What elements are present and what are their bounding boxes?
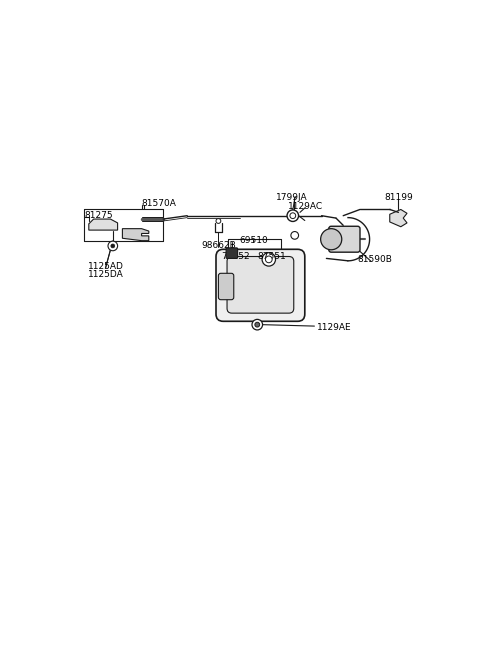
FancyBboxPatch shape	[227, 256, 294, 313]
Circle shape	[291, 231, 299, 239]
Circle shape	[290, 213, 296, 219]
Text: 69510: 69510	[239, 236, 268, 245]
Circle shape	[287, 210, 299, 221]
Text: 81199: 81199	[384, 193, 413, 202]
Text: 81590B: 81590B	[357, 256, 392, 264]
Circle shape	[111, 244, 115, 248]
Polygon shape	[122, 229, 149, 240]
Text: 1129AE: 1129AE	[317, 323, 351, 332]
Text: 1125AD: 1125AD	[88, 261, 123, 271]
Polygon shape	[390, 210, 407, 227]
Text: 1129AC: 1129AC	[288, 202, 323, 211]
Circle shape	[262, 253, 276, 266]
Circle shape	[321, 229, 342, 250]
FancyBboxPatch shape	[218, 273, 234, 300]
Circle shape	[255, 323, 260, 327]
Text: 79552: 79552	[221, 252, 250, 261]
Text: 1125DA: 1125DA	[88, 270, 123, 279]
Circle shape	[108, 241, 118, 251]
FancyBboxPatch shape	[216, 249, 305, 321]
Text: 98662B: 98662B	[201, 241, 236, 250]
Circle shape	[265, 256, 272, 263]
Text: 81275: 81275	[84, 211, 113, 220]
Circle shape	[252, 319, 263, 330]
FancyBboxPatch shape	[226, 248, 238, 258]
Polygon shape	[89, 219, 118, 230]
Text: 87551: 87551	[258, 252, 287, 261]
Text: 1799JA: 1799JA	[276, 193, 308, 202]
Circle shape	[216, 219, 221, 223]
Text: 81570A: 81570A	[142, 199, 177, 208]
FancyBboxPatch shape	[329, 226, 360, 252]
